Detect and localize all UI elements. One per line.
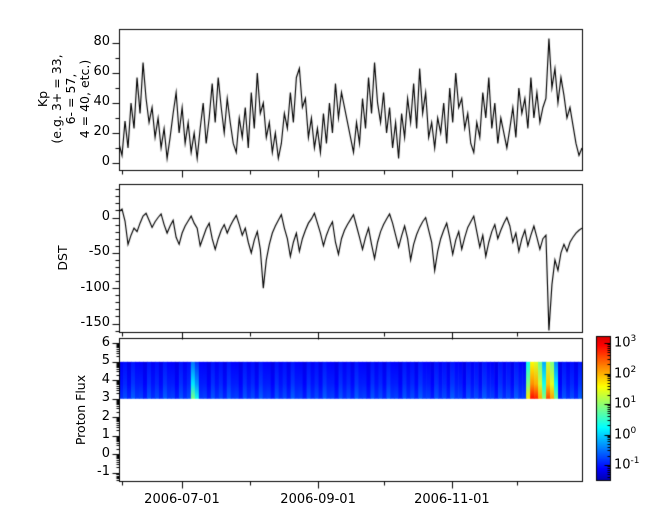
y-tick-label: 40 <box>93 94 110 110</box>
y-tick-label: 1 <box>101 427 110 443</box>
y-tick-label: 6 <box>101 334 110 350</box>
y-tick-label: 5 <box>101 353 110 369</box>
y-tick-label: 20 <box>93 124 110 140</box>
y-tick-label: 80 <box>93 34 110 50</box>
y-tick-label: -1 <box>97 464 110 480</box>
x-axis-date-label-1: 2006-07-01 <box>144 492 220 507</box>
y-tick-label: 4 <box>101 371 110 387</box>
colorbar-tick-label: 101 <box>614 395 637 412</box>
x-axis-date-label-2: 2006-09-01 <box>280 492 356 507</box>
y-tick-label: -100 <box>80 279 110 295</box>
colorbar-tick-label: 10-1 <box>614 456 640 473</box>
y-tick-label: 0 <box>101 154 110 170</box>
x-axis-date-label-3: 2006-11-01 <box>414 492 490 507</box>
y-tick-label: 3 <box>101 390 110 406</box>
colorbar-tick-label: 102 <box>614 364 637 381</box>
y-tick-label: -50 <box>88 244 110 260</box>
y-tick-label: 2 <box>101 408 110 424</box>
y-tick-label: 0 <box>101 445 110 461</box>
y-tick-label: -150 <box>80 315 110 331</box>
y-tick-label: 0 <box>101 209 110 224</box>
colorbar-tick-label: 100 <box>614 425 637 442</box>
kp-y-axis-label-line-1: Kp <box>35 90 50 108</box>
colorbar-tick-label: 103 <box>614 334 637 351</box>
y-tick-label: 60 <box>93 64 110 80</box>
